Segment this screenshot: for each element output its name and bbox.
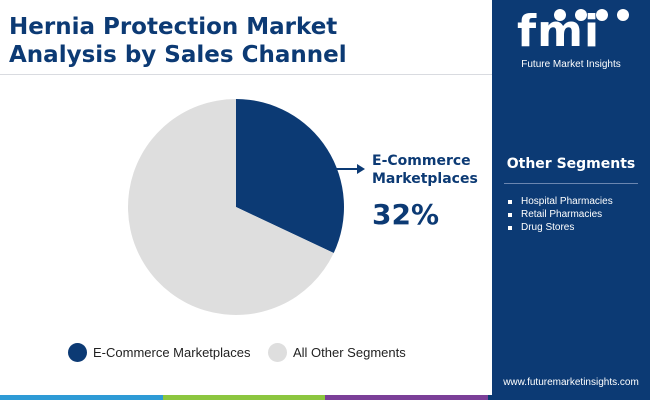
legend-label-other: All Other Segments xyxy=(293,345,406,360)
segment-item: Hospital Pharmacies xyxy=(507,195,613,208)
chart-title-line-1: Hernia Protection Market xyxy=(9,14,338,40)
bottom-color-bar xyxy=(0,395,650,400)
callout-arrow-icon xyxy=(357,164,365,174)
segment-item: Drug Stores xyxy=(507,221,613,234)
other-segments-heading: Other Segments xyxy=(506,156,636,172)
legend-item-other: All Other Segments xyxy=(268,343,406,362)
segments-divider xyxy=(504,183,638,184)
logo-dot-icon xyxy=(554,9,566,21)
legend-swatch-other xyxy=(268,343,287,362)
segment-item: Retail Pharmacies xyxy=(507,208,613,221)
callout-label-line-1: E-Commerce xyxy=(372,153,471,169)
pie-chart xyxy=(127,99,365,316)
logo-dot-icon xyxy=(596,9,608,21)
sidebar-panel: fmi Future Market Insights Other Segment… xyxy=(492,0,650,400)
pie-slice-other xyxy=(127,99,334,316)
logo-dot-icon xyxy=(575,9,587,21)
bottom-bar-segment xyxy=(0,395,163,400)
callout-label-line-2: Marketplaces xyxy=(372,171,478,187)
callout-label: E-Commerce Marketplaces xyxy=(372,152,478,188)
bottom-bar-segment xyxy=(325,395,488,400)
logo-tagline: Future Market Insights xyxy=(521,59,621,70)
chart-title: Hernia Protection Market Analysis by Sal… xyxy=(9,13,479,69)
legend-item-ecommerce: E-Commerce Marketplaces xyxy=(68,343,251,362)
website-link[interactable]: www.futuremarketinsights.com xyxy=(503,377,639,388)
legend-label-ecommerce: E-Commerce Marketplaces xyxy=(93,345,251,360)
pie-slice-ecommerce xyxy=(236,99,344,253)
bottom-bar-segment xyxy=(487,395,650,400)
legend-swatch-ecommerce xyxy=(68,343,87,362)
other-segments-list: Hospital Pharmacies Retail Pharmacies Dr… xyxy=(507,195,613,234)
bottom-bar-segment xyxy=(162,395,325,400)
chart-title-line-2: Analysis by Sales Channel xyxy=(9,42,347,68)
title-divider xyxy=(0,74,492,75)
logo-dot-icon xyxy=(617,9,629,21)
callout-value: 32% xyxy=(372,198,440,231)
